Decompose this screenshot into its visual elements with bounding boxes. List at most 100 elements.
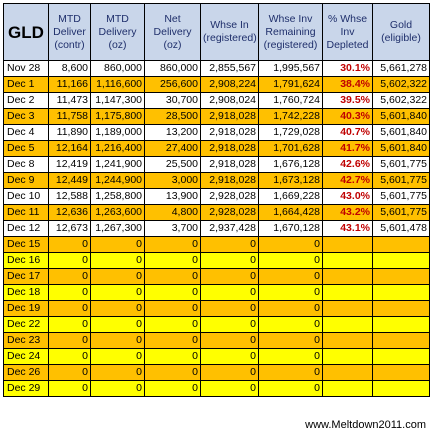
table-row: Dec 23 0 0 0 0 0 <box>3 332 430 349</box>
cell-mtd-deliver-contr: 8,600 <box>48 60 91 77</box>
header-line: % Whse <box>327 12 368 25</box>
cell-gold-eligible <box>372 348 430 365</box>
cell-pct-depleted <box>322 332 373 349</box>
cell-net-delivery-oz: 28,500 <box>144 108 201 125</box>
gld-delivery-table-frame: GLD MTD Deliver (contr) MTD Delivery (oz… <box>3 3 430 397</box>
table-row: Dec 9 12,449 1,244,900 3,000 2,918,028 1,673,… <box>3 172 430 189</box>
cell-mtd-delivery-oz: 1,241,900 <box>90 156 145 173</box>
cell-net-delivery-oz: 0 <box>144 268 201 285</box>
cell-date: Dec 23 <box>3 332 49 349</box>
header-line: Depleted <box>326 38 369 51</box>
header-line: (oz) <box>108 38 127 51</box>
cell-mtd-deliver-contr: 0 <box>48 380 91 397</box>
cell-date: Dec 12 <box>3 220 49 237</box>
cell-whse-inv-remaining: 0 <box>258 252 323 269</box>
cell-date: Dec 16 <box>3 252 49 269</box>
cell-whse-inv-remaining: 1,701,628 <box>258 140 323 157</box>
cell-pct-depleted <box>322 236 373 253</box>
cell-date: Dec 10 <box>3 188 49 205</box>
cell-mtd-deliver-contr: 12,419 <box>48 156 91 173</box>
cell-date: Dec 15 <box>3 236 49 253</box>
cell-mtd-delivery-oz: 860,000 <box>90 60 145 77</box>
cell-net-delivery-oz: 0 <box>144 332 201 349</box>
cell-gold-eligible <box>372 268 430 285</box>
cell-pct-depleted <box>322 380 373 397</box>
cell-mtd-delivery-oz: 0 <box>90 364 145 381</box>
cell-pct-depleted: 38.4% <box>322 76 373 93</box>
cell-whse-in: 0 <box>200 316 259 333</box>
cell-mtd-deliver-contr: 0 <box>48 364 91 381</box>
cell-mtd-delivery-oz: 1,244,900 <box>90 172 145 189</box>
cell-mtd-deliver-contr: 11,473 <box>48 92 91 109</box>
cell-gold-eligible: 5,601,840 <box>372 124 430 141</box>
cell-whse-in: 0 <box>200 364 259 381</box>
cell-mtd-delivery-oz: 0 <box>90 332 145 349</box>
table-row: Dec 10 12,588 1,258,800 13,900 2,928,028 1,66… <box>3 188 430 205</box>
header-line: (contr) <box>54 38 85 51</box>
cell-net-delivery-oz: 13,900 <box>144 188 201 205</box>
cell-whse-inv-remaining: 0 <box>258 316 323 333</box>
cell-net-delivery-oz: 25,500 <box>144 156 201 173</box>
cell-date: Dec 2 <box>3 92 49 109</box>
table-row: Nov 28 8,600 860,000 860,000 2,855,567 1,995,… <box>3 60 430 77</box>
table-row: Dec 11 12,636 1,263,600 4,800 2,928,028 1,664… <box>3 204 430 221</box>
cell-pct-depleted <box>322 268 373 285</box>
corner-label: GLD <box>3 3 49 61</box>
cell-date: Dec 8 <box>3 156 49 173</box>
cell-whse-in: 0 <box>200 332 259 349</box>
header-mtd-delivery-oz: MTD Delivery (oz) <box>90 3 145 61</box>
table-row: Dec 5 12,164 1,216,400 27,400 2,918,028 1,701… <box>3 140 430 157</box>
cell-gold-eligible: 5,601,840 <box>372 140 430 157</box>
header-line: Delivery <box>98 25 137 38</box>
cell-whse-inv-remaining: 0 <box>258 268 323 285</box>
cell-mtd-delivery-oz: 0 <box>90 236 145 253</box>
table-row: Dec 24 0 0 0 0 0 <box>3 348 430 365</box>
cell-mtd-delivery-oz: 1,258,800 <box>90 188 145 205</box>
cell-whse-in: 2,918,028 <box>200 124 259 141</box>
cell-pct-depleted: 42.6% <box>322 156 373 173</box>
cell-mtd-deliver-contr: 0 <box>48 284 91 301</box>
header-line: Remaining <box>265 25 316 38</box>
cell-whse-in: 2,937,428 <box>200 220 259 237</box>
header-line: Net <box>164 12 181 25</box>
cell-date: Dec 17 <box>3 268 49 285</box>
cell-mtd-deliver-contr: 12,588 <box>48 188 91 205</box>
cell-whse-inv-remaining: 0 <box>258 284 323 301</box>
cell-whse-in: 2,908,224 <box>200 76 259 93</box>
cell-whse-inv-remaining: 0 <box>258 236 323 253</box>
cell-net-delivery-oz: 0 <box>144 236 201 253</box>
cell-date: Dec 29 <box>3 380 49 397</box>
header-line: Whse In <box>210 19 249 31</box>
table-row: Dec 15 0 0 0 0 0 <box>3 236 430 253</box>
header-whse-inv-remaining: Whse Inv Remaining (registered) <box>258 3 323 61</box>
table-row: Dec 8 12,419 1,241,900 25,500 2,918,028 1,676… <box>3 156 430 173</box>
cell-pct-depleted: 39.5% <box>322 92 373 109</box>
cell-whse-inv-remaining: 1,995,567 <box>258 60 323 77</box>
cell-net-delivery-oz: 3,700 <box>144 220 201 237</box>
cell-pct-depleted <box>322 284 373 301</box>
cell-gold-eligible: 5,602,322 <box>372 76 430 93</box>
cell-mtd-delivery-oz: 1,189,000 <box>90 124 145 141</box>
cell-whse-inv-remaining: 1,669,228 <box>258 188 323 205</box>
cell-whse-in: 0 <box>200 300 259 317</box>
cell-gold-eligible: 5,602,322 <box>372 92 430 109</box>
header-line: MTD <box>58 12 81 25</box>
cell-mtd-deliver-contr: 0 <box>48 348 91 365</box>
cell-pct-depleted: 42.7% <box>322 172 373 189</box>
cell-whse-inv-remaining: 0 <box>258 332 323 349</box>
cell-date: Dec 19 <box>3 300 49 317</box>
header-line: Deliver <box>53 25 86 38</box>
cell-whse-in: 2,918,028 <box>200 172 259 189</box>
cell-pct-depleted: 40.3% <box>322 108 373 125</box>
cell-date: Nov 28 <box>3 60 49 77</box>
table-row: Dec 1 11,166 1,116,600 256,600 2,908,224 1,79… <box>3 76 430 93</box>
cell-mtd-deliver-contr: 0 <box>48 236 91 253</box>
cell-gold-eligible <box>372 380 430 397</box>
cell-mtd-delivery-oz: 0 <box>90 300 145 317</box>
cell-whse-in: 2,918,028 <box>200 140 259 157</box>
cell-gold-eligible <box>372 364 430 381</box>
cell-whse-inv-remaining: 1,670,128 <box>258 220 323 237</box>
cell-mtd-delivery-oz: 1,267,300 <box>90 220 145 237</box>
site-watermark: www.Meltdown2011.com <box>305 419 426 431</box>
cell-whse-in: 2,918,028 <box>200 108 259 125</box>
